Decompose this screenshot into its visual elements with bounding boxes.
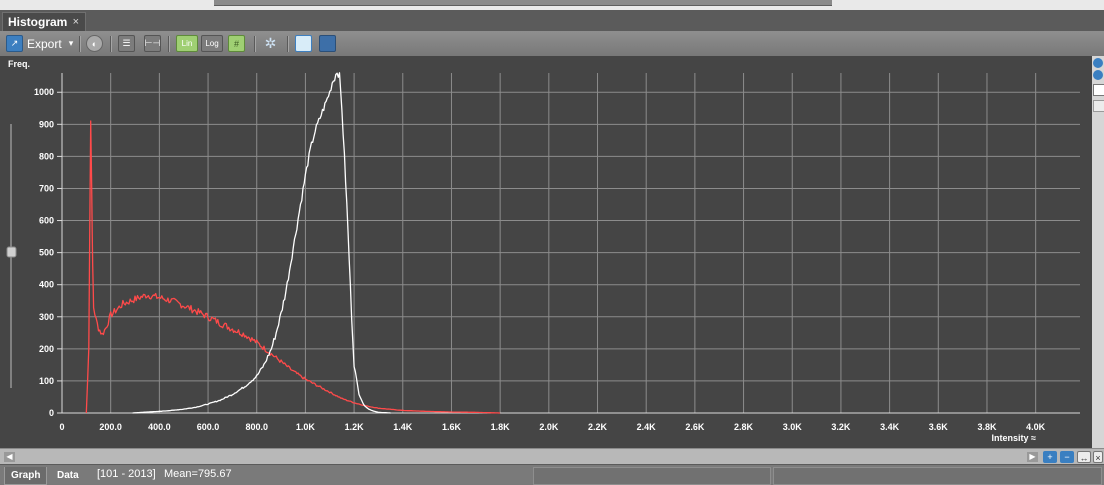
x-tick-label: 2.6K bbox=[685, 422, 705, 432]
zoom-out-button[interactable]: − bbox=[1060, 451, 1074, 463]
scroll-right-icon[interactable]: ▶ bbox=[1027, 452, 1038, 462]
x-tick-label: 3.0K bbox=[783, 422, 803, 432]
y-tick-label: 100 bbox=[39, 376, 54, 386]
x-tick-label: 1.6K bbox=[442, 422, 462, 432]
white-series-line bbox=[132, 72, 391, 414]
log-scale-button[interactable]: Log bbox=[201, 34, 223, 53]
window-edge bbox=[214, 0, 832, 6]
x-tick-label: 4.0K bbox=[1026, 422, 1046, 432]
grid-icon: # bbox=[228, 35, 245, 52]
toolbar-divider bbox=[254, 36, 256, 52]
y-tick-label: 900 bbox=[39, 119, 54, 129]
y-tick-label: 200 bbox=[39, 344, 54, 354]
fit-vertical-button[interactable]: ☰ bbox=[118, 34, 135, 53]
y-tick-label: 700 bbox=[39, 183, 54, 193]
x-tick-label: 3.2K bbox=[831, 422, 851, 432]
background-dark-button[interactable] bbox=[319, 34, 336, 53]
fit-horizontal-icon: ⊢⊣ bbox=[144, 35, 161, 52]
scroll-handle[interactable] bbox=[1093, 100, 1104, 112]
x-tick-label: 2.4K bbox=[637, 422, 657, 432]
mean-readout: Mean=795.67 bbox=[164, 468, 232, 480]
x-tick-label: 400.0 bbox=[148, 422, 171, 432]
y-tick-label: 0 bbox=[49, 408, 54, 418]
x-tick-label: 1.8K bbox=[491, 422, 511, 432]
x-tick-label: 3.6K bbox=[929, 422, 949, 432]
histogram-chart: 0 100 200 300 400 500 600 700 800 900 1000 0 200.0 4… bbox=[6, 59, 1080, 443]
export-label: Export bbox=[27, 36, 62, 51]
close-icon[interactable]: × bbox=[72, 16, 79, 28]
toolbar-divider bbox=[287, 36, 289, 52]
linear-scale-button[interactable]: Lin bbox=[176, 34, 198, 53]
y-tick-label: 500 bbox=[39, 248, 54, 258]
range-readout: [101 - 2013] bbox=[97, 468, 156, 480]
zoom-out-icon[interactable] bbox=[1093, 70, 1103, 80]
x-tick-label: 600.0 bbox=[197, 422, 220, 432]
zoom-in-button[interactable]: + bbox=[1043, 451, 1057, 463]
grid-toggle-button[interactable]: # bbox=[228, 34, 245, 53]
tab-data[interactable]: Data bbox=[57, 470, 79, 481]
histogram-tab-label: Histogram bbox=[8, 15, 68, 29]
toolbar-divider bbox=[79, 36, 81, 52]
panel-tab-bar: Histogram × bbox=[0, 10, 1104, 31]
export-icon: ↗ bbox=[6, 35, 23, 52]
fit-horizontal-button[interactable]: ⊢⊣ bbox=[144, 34, 161, 53]
y-tick-label: 800 bbox=[39, 151, 54, 161]
log-scale-icon: Log bbox=[201, 35, 223, 52]
reset-button[interactable]: ◐ bbox=[86, 34, 103, 53]
x-axis-label: Intensity ≈ bbox=[992, 433, 1037, 443]
zoom-fit-button[interactable]: ↔ bbox=[1077, 451, 1091, 463]
toolbar-divider bbox=[168, 36, 170, 52]
x-tick-label: 1.4K bbox=[393, 422, 413, 432]
status-panel bbox=[533, 467, 771, 485]
scroll-left-icon[interactable]: ◀ bbox=[4, 452, 15, 462]
x-tick-label: 3.8K bbox=[977, 422, 997, 432]
linear-scale-icon: Lin bbox=[176, 35, 198, 52]
x-tick-label: 200.0 bbox=[99, 422, 122, 432]
zoom-reset-button[interactable]: × bbox=[1093, 451, 1103, 463]
right-tool-strip bbox=[1092, 56, 1104, 448]
histogram-plot-area[interactable]: 0 100 200 300 400 500 600 700 800 900 1000 0 200.0 4… bbox=[0, 56, 1092, 448]
status-bar: Graph Data [101 - 2013] Mean=795.67 bbox=[0, 464, 1104, 485]
gear-icon: ✲ bbox=[264, 35, 277, 51]
y-tick-label: 300 bbox=[39, 312, 54, 322]
fit-icon[interactable] bbox=[1093, 84, 1104, 96]
x-tick-label: 0 bbox=[59, 422, 64, 432]
horizontal-scrollbar[interactable]: ◀ ▶ + − ↔ × bbox=[0, 448, 1104, 465]
y-slider[interactable] bbox=[6, 124, 17, 388]
zoom-in-icon[interactable] bbox=[1093, 58, 1103, 68]
status-panel bbox=[773, 467, 1102, 485]
background-white-button[interactable] bbox=[295, 34, 312, 53]
window-dark-icon bbox=[319, 35, 336, 52]
y-tick-label: 1000 bbox=[34, 87, 54, 97]
tab-graph[interactable]: Graph bbox=[4, 467, 48, 485]
y-axis-label: Freq. bbox=[8, 59, 30, 69]
chevron-down-icon: ▾ bbox=[68, 38, 74, 48]
histogram-tab[interactable]: Histogram × bbox=[2, 12, 86, 31]
reset-icon: ◐ bbox=[86, 35, 103, 52]
y-tick-label: 600 bbox=[39, 216, 54, 226]
x-tick-label: 2.8K bbox=[734, 422, 754, 432]
x-tick-label: 1.0K bbox=[296, 422, 316, 432]
x-tick-label: 1.2K bbox=[345, 422, 365, 432]
toolbar: ↗ Export ▾ ◐ ☰ ⊢⊣ Lin Log # ✲ bbox=[0, 31, 1104, 57]
x-tick-label: 2.0K bbox=[539, 422, 559, 432]
x-tick-label: 800.0 bbox=[245, 422, 268, 432]
toolbar-divider bbox=[110, 36, 112, 52]
window-white-icon bbox=[295, 35, 312, 52]
x-tick-label: 3.4K bbox=[880, 422, 900, 432]
red-series-line bbox=[85, 120, 501, 414]
y-tick-label: 400 bbox=[39, 280, 54, 290]
export-button[interactable]: ↗ Export ▾ bbox=[6, 34, 73, 53]
x-tick-label: 2.2K bbox=[588, 422, 608, 432]
top-strip bbox=[0, 0, 1104, 10]
fit-vertical-icon: ☰ bbox=[118, 35, 135, 52]
settings-button[interactable]: ✲ bbox=[262, 34, 279, 53]
